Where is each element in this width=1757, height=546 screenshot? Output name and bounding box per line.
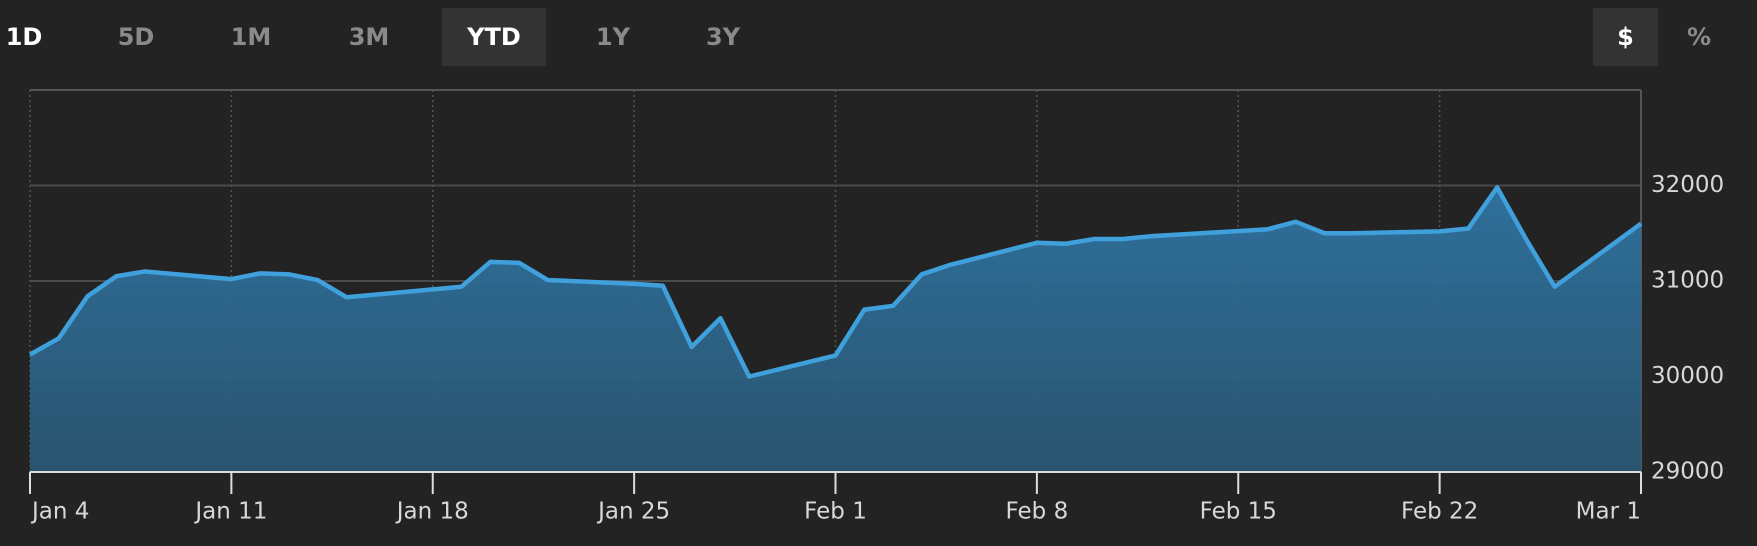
range-button[interactable]: 1D [5, 23, 43, 51]
y-tick-label: 30000 [1651, 363, 1724, 389]
y-tick-label: 29000 [1651, 459, 1724, 485]
unit-button[interactable]: $ [1593, 8, 1658, 66]
x-tick-label: Jan 4 [30, 499, 89, 525]
x-tick-label: Jan 11 [193, 499, 267, 525]
range-button[interactable]: 5D [117, 23, 155, 51]
range-button[interactable]: 3M [348, 23, 390, 51]
x-tick-label: Feb 1 [804, 499, 867, 525]
x-tick-label: Feb 15 [1200, 499, 1277, 525]
y-tick-label: 31000 [1651, 268, 1724, 294]
range-button[interactable]: 1M [230, 23, 272, 51]
x-tick-label: Jan 18 [395, 499, 469, 525]
range-button[interactable]: 1Y [595, 23, 631, 51]
x-tick-label: Mar 1 [1576, 499, 1641, 525]
y-tick-label: 32000 [1651, 172, 1724, 198]
x-tick-label: Jan 25 [596, 499, 670, 525]
x-tick-label: Feb 8 [1006, 499, 1069, 525]
range-button[interactable]: 3Y [705, 23, 741, 51]
area [30, 187, 1641, 472]
line [28, 185, 1643, 379]
range-button[interactable]: YTD [442, 8, 546, 66]
x-tick-label: Feb 22 [1401, 499, 1478, 525]
unit-button[interactable]: % [1686, 23, 1712, 51]
